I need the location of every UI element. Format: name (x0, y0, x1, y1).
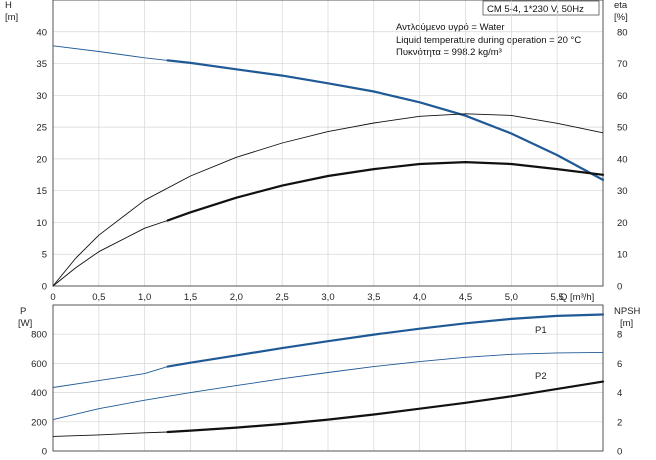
bottom-left-axis-unit: [W] (18, 318, 32, 329)
x-tick-label: 5,0 (505, 292, 518, 303)
left-tick-label: 600 (31, 359, 47, 370)
bottom-ticks: 0 200 400 600 800 0 2 4 6 8 (31, 330, 622, 458)
title-box (482, 0, 600, 16)
x-tick-label: 2,0 (230, 292, 243, 303)
right-tick-label: 60 (617, 91, 628, 102)
x-tick-label: 1,5 (184, 292, 197, 303)
right-tick-label: 8 (617, 330, 622, 341)
left-tick-label: 5 (42, 250, 47, 261)
left-tick-label: 400 (31, 388, 47, 399)
left-tick-label: 200 (31, 417, 47, 428)
x-tick-label: 3,5 (367, 292, 380, 303)
top-plot-frame (52, 0, 604, 287)
fluid-note: Αντλούμενο υγρό = Water (396, 22, 505, 33)
left-tick-label: 30 (36, 91, 47, 102)
right-tick-label: 2 (617, 417, 622, 428)
right-tick-label: 0 (617, 282, 622, 293)
temperature-note: Liquid temperature during operation = 20… (396, 35, 581, 46)
x-tick-label: 0,5 (92, 292, 105, 303)
x-tick-label: 4,0 (413, 292, 426, 303)
x-tick-label: 2,5 (276, 292, 289, 303)
left-tick-label: 40 (36, 27, 47, 38)
left-tick-label: 800 (31, 330, 47, 341)
curve-operating-range-1-0 (166, 313, 605, 368)
top-ticks: 0 5 10 15 20 25 30 35 40 0 10 20 30 40 50 60 70 80 0 0,5 1,0… (36, 27, 627, 303)
x-tick-label: 4,5 (459, 292, 472, 303)
chart-title: CM 5-4, 1*230 V, 50Hz (487, 4, 584, 15)
bottom-right-axis-label: NPSH (614, 306, 641, 317)
left-tick-label: 35 (36, 59, 47, 70)
top-grid (52, 0, 604, 287)
right-tick-label: 6 (617, 359, 622, 370)
curve-operating-range-0-2 (166, 161, 605, 222)
curve-0-1 (52, 113, 604, 287)
bottom-left-axis-label: P (20, 306, 26, 317)
x-axis-label: Q [m³/h] (560, 292, 594, 303)
left-tick-label: 15 (36, 186, 47, 197)
x-tick-label: 5,5 (551, 292, 564, 303)
curve-operating-range-1-2 (166, 380, 605, 434)
right-tick-label: 50 (617, 123, 628, 134)
series-label-p1: P1 (535, 325, 547, 336)
right-tick-label: 40 (617, 154, 628, 165)
top-left-axis-label: H (5, 0, 12, 11)
left-tick-label: 20 (36, 154, 47, 165)
right-tick-label: 30 (617, 186, 628, 197)
top-right-axis-unit: [%] (614, 12, 628, 23)
density-note: Πυκνότητα = 998.2 kg/m³ (396, 47, 502, 58)
right-tick-label: 80 (617, 27, 628, 38)
right-tick-label: 10 (617, 250, 628, 261)
x-tick-label: 3,0 (321, 292, 334, 303)
left-tick-label: 10 (36, 218, 47, 229)
curve-operating-range-0-0 (166, 59, 605, 181)
bottom-series (52, 313, 605, 437)
right-tick-label: 0 (617, 447, 622, 458)
top-right-axis-label: eta (614, 0, 628, 11)
bottom-plot-frame (52, 304, 604, 452)
x-tick-label: 0 (50, 292, 55, 303)
bottom-right-axis-unit: [m] (620, 318, 633, 329)
left-tick-label: 0 (42, 282, 47, 293)
right-tick-label: 70 (617, 59, 628, 70)
top-left-axis-unit: [m] (5, 12, 18, 23)
left-tick-label: 0 (42, 447, 47, 458)
series-label-p2: P2 (535, 371, 547, 382)
left-tick-label: 25 (36, 123, 47, 134)
top-series (52, 45, 605, 287)
right-tick-label: 4 (617, 388, 622, 399)
right-tick-label: 20 (617, 218, 628, 229)
x-tick-label: 1,0 (138, 292, 151, 303)
bottom-grid (52, 305, 604, 452)
curve-1-1 (52, 351, 604, 421)
